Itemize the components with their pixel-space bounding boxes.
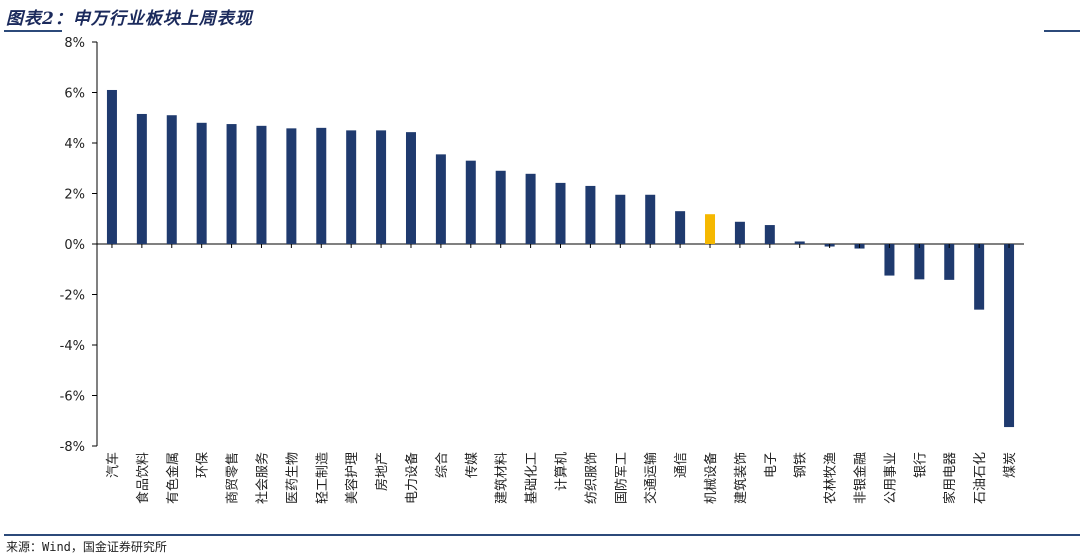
bar-8: [316, 127, 327, 244]
x-tick-label: 汽车: [105, 452, 121, 478]
bar-18: [615, 194, 626, 244]
bar-12: [435, 154, 446, 244]
x-tick-label: 银行: [913, 452, 928, 478]
x-tick-label: 机械设备: [703, 452, 719, 504]
bar-chart: 8% 6% 4% 2% 0% -2% -4% -6% -8% 汽车 食品饮料 有色金属 环保 商贸零售社…: [60, 36, 1024, 504]
bar-24: [794, 241, 805, 244]
bar-1: [106, 89, 117, 244]
bar-27: [884, 244, 895, 276]
y-axis: 8% 6% 4% 2% 0% -2% -4% -6% -8%: [60, 36, 1024, 455]
bar-14: [495, 170, 506, 244]
x-tick-label: 轻工制造: [315, 452, 330, 504]
bar-3: [166, 115, 177, 244]
x-tick-label: 有色金属: [165, 452, 181, 504]
x-tick-label: 交通运输: [643, 452, 659, 504]
source-note: 来源：Wind，国金证券研究所: [6, 540, 167, 554]
x-tick-label: 纺织服饰: [584, 452, 599, 504]
x-tick-label: 计算机: [555, 452, 570, 491]
title-underline-right: [1044, 30, 1080, 32]
bars-group: [106, 89, 1015, 428]
bar-11: [405, 132, 416, 244]
x-tick-labels: 汽车 食品饮料 有色金属 环保 商贸零售 社会服务 医药生物 轻工制造 美容护理 房地产 电力设备综…: [105, 244, 1018, 504]
bar-28: [914, 244, 925, 280]
bar-9: [346, 130, 357, 244]
bar-29: [944, 244, 955, 280]
x-tick-label: 房地产: [374, 452, 390, 491]
bar-4: [196, 122, 207, 244]
x-tick-label: 农林牧渔: [824, 452, 839, 504]
x-tick-label: 电力设备: [404, 452, 420, 504]
x-tick-label: 钢铁: [794, 452, 809, 478]
y-tick-label: 6%: [64, 87, 85, 102]
bar-22: [734, 221, 745, 244]
bar-23: [764, 225, 775, 244]
bar-30: [974, 244, 985, 310]
x-tick-label: 商贸零售: [225, 452, 241, 504]
bar-17: [585, 185, 596, 244]
y-tick-label: -8%: [60, 440, 85, 455]
bar-6: [256, 125, 267, 244]
y-tick-label: 2%: [64, 188, 85, 203]
x-tick-label: 综合: [435, 452, 450, 478]
x-tick-label: 石油石化: [973, 452, 988, 504]
x-tick-label: 通信: [674, 452, 689, 478]
bar-21: [705, 214, 716, 244]
x-tick-label: 公用事业: [883, 452, 898, 504]
y-tick-label: 0%: [64, 238, 85, 253]
footer-rule: [4, 534, 1080, 536]
bar-5: [226, 124, 237, 244]
bar-7: [286, 128, 297, 244]
x-tick-label: 医药生物: [285, 452, 300, 504]
x-tick-label: 基础化工: [525, 452, 540, 504]
y-tick-label: -2%: [60, 289, 85, 304]
bar-15: [525, 173, 536, 244]
x-tick-label: 国防军工: [613, 452, 629, 504]
x-tick-label: 食品饮料: [135, 452, 151, 504]
bar-16: [555, 182, 566, 244]
x-tick-label: 传媒: [465, 452, 480, 478]
bar-10: [376, 130, 387, 244]
bar-31: [1004, 244, 1015, 428]
x-tick-label: 家用电器: [942, 452, 958, 504]
x-tick-label: 建筑装饰: [733, 452, 749, 504]
x-tick-label: 社会服务: [254, 452, 270, 504]
x-tick-label: 环保: [196, 452, 211, 478]
y-tick-label: 4%: [64, 137, 85, 152]
bar-13: [465, 160, 476, 244]
x-tick-label: 建筑材料: [494, 452, 510, 504]
title-underline-left: [4, 30, 62, 32]
x-tick-label: 非银金融: [853, 452, 869, 504]
y-tick-label: 8%: [64, 36, 85, 51]
y-tick-label: -4%: [60, 339, 85, 354]
chart-title: 图表2：申万行业板块上周表现: [6, 9, 253, 29]
bar-2: [136, 113, 147, 245]
bar-20: [675, 211, 686, 244]
x-tick-label: 煤炭: [1003, 452, 1018, 478]
x-tick-label: 电子: [764, 452, 779, 478]
x-tick-label: 美容护理: [344, 452, 360, 504]
bar-19: [645, 194, 656, 244]
y-tick-label: -6%: [60, 390, 85, 405]
